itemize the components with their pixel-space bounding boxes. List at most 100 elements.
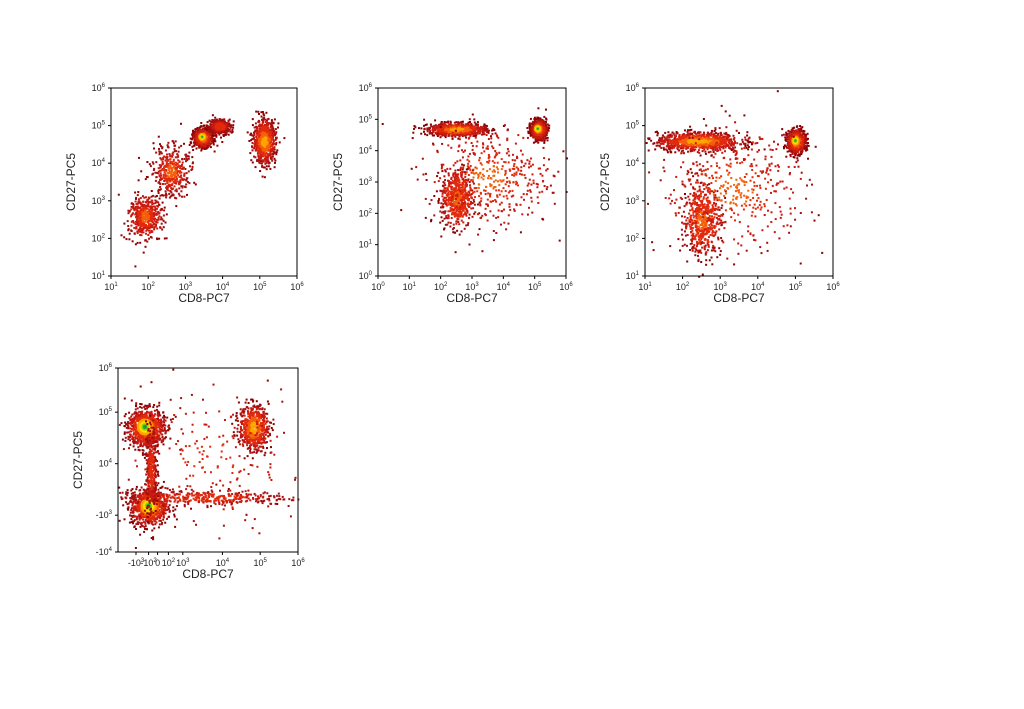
event [132, 206, 135, 209]
event [176, 156, 179, 159]
event [199, 125, 202, 128]
event [170, 188, 173, 190]
event [173, 166, 175, 169]
event [142, 228, 145, 231]
event [457, 129, 460, 132]
event [211, 126, 214, 129]
event [165, 213, 168, 216]
event [152, 205, 155, 208]
event [146, 240, 149, 243]
event [140, 202, 143, 205]
event [134, 200, 137, 203]
event [146, 200, 149, 202]
event [156, 211, 159, 214]
event [137, 213, 139, 216]
event [147, 212, 150, 214]
event [272, 134, 275, 137]
event [151, 221, 154, 224]
event [454, 169, 457, 172]
event [168, 192, 171, 195]
event [166, 165, 169, 167]
event [144, 226, 147, 229]
event [155, 176, 158, 179]
event [192, 149, 195, 151]
event [193, 138, 196, 141]
event [278, 141, 281, 144]
event [143, 223, 146, 226]
event [464, 123, 467, 126]
event [117, 193, 120, 196]
event [199, 140, 202, 143]
event [139, 210, 141, 213]
event [165, 165, 167, 168]
event [263, 123, 266, 126]
event [267, 162, 270, 165]
event [186, 159, 189, 162]
event [273, 148, 276, 151]
event [251, 161, 254, 164]
event [538, 119, 540, 122]
event [261, 175, 264, 178]
event [174, 169, 177, 172]
event [166, 153, 168, 156]
event [139, 206, 142, 209]
event [160, 158, 163, 161]
event [154, 208, 156, 211]
event [141, 203, 144, 206]
event [440, 132, 443, 135]
event [139, 208, 142, 211]
event [492, 127, 495, 130]
event [167, 166, 170, 169]
event [167, 158, 170, 161]
event [198, 146, 201, 149]
event [172, 158, 175, 161]
event [261, 111, 264, 113]
event [170, 161, 173, 164]
event [162, 173, 165, 176]
event [532, 120, 535, 123]
event [147, 216, 150, 219]
event [154, 225, 157, 228]
y-tick-label: 105 [92, 121, 106, 131]
event [194, 143, 197, 146]
event [270, 119, 273, 122]
event [159, 143, 161, 146]
event [145, 176, 148, 178]
event [261, 126, 264, 129]
event [173, 142, 175, 145]
event [163, 180, 166, 182]
event [460, 230, 463, 233]
event [165, 174, 168, 177]
event [271, 132, 274, 135]
event [148, 205, 151, 208]
event [130, 230, 133, 232]
event [161, 160, 164, 163]
event [201, 128, 204, 131]
event [210, 121, 213, 123]
event [144, 239, 147, 242]
event [453, 121, 456, 124]
event [157, 170, 160, 173]
event [436, 133, 439, 136]
event [131, 213, 134, 216]
event [165, 237, 168, 240]
event [270, 124, 273, 127]
event [272, 143, 274, 146]
event [267, 145, 270, 148]
event [168, 180, 171, 183]
event [420, 127, 423, 130]
event [444, 136, 447, 139]
event [211, 134, 214, 137]
event [173, 165, 176, 167]
event [144, 211, 147, 214]
event [269, 151, 272, 154]
event [532, 134, 535, 136]
event [174, 189, 177, 192]
event [188, 144, 191, 146]
event [221, 128, 223, 131]
event [426, 134, 429, 137]
event [196, 129, 199, 132]
event [159, 209, 162, 212]
x-axis-label: CD8-PC7 [178, 291, 230, 305]
event [147, 225, 150, 228]
